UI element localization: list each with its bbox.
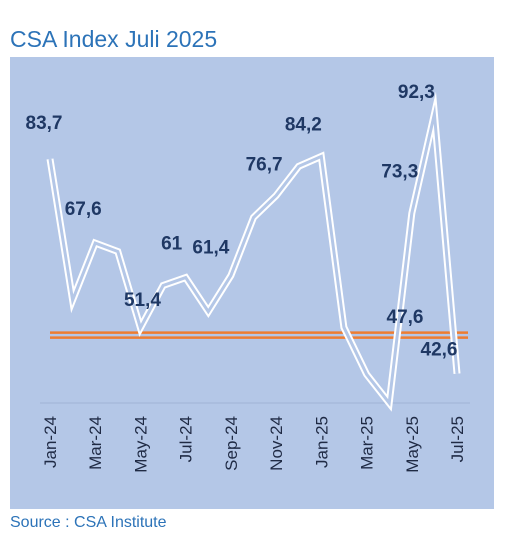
source-note: Source : CSA Institute [10, 514, 167, 531]
x-tick-label: Nov-24 [267, 416, 286, 471]
data-label: 67,6 [65, 199, 102, 220]
x-tick-label: Jul-24 [177, 416, 196, 462]
data-label: 92,3 [398, 82, 435, 103]
data-label: 73,3 [381, 161, 418, 182]
reference-line-label: 47,6 [387, 307, 424, 328]
data-label: 84,2 [285, 114, 322, 135]
plot-background [10, 57, 494, 509]
data-label: 42,6 [421, 340, 458, 361]
x-tick-label: Sep-24 [222, 416, 241, 471]
x-tick-label: Mar-24 [86, 416, 105, 470]
series-line [46, 91, 461, 412]
data-label: 83,7 [26, 113, 63, 134]
data-label: 61,4 [192, 238, 229, 259]
data-label: 61 [161, 234, 183, 255]
x-tick-label: May-25 [403, 416, 422, 473]
series-line-inner [48, 104, 459, 407]
data-label: 51,4 [124, 290, 161, 311]
x-tick-label: May-24 [131, 416, 150, 473]
data-label: 76,7 [246, 155, 283, 176]
chart-title: CSA Index Juli 2025 [10, 26, 218, 52]
x-tick-label: Jan-24 [41, 416, 60, 468]
x-tick-label: Mar-25 [358, 416, 377, 470]
data-labels: 83,7 67,6 51,4 61 61,4 76,784,2 73,3 92,3 42,6 47… [26, 82, 458, 361]
x-tick-label: Jul-25 [448, 416, 467, 462]
x-axis-ticks: Jan-24 Mar-24 May-24 Jul-24 Sep-24 Nov-24 Jan-… [41, 416, 467, 473]
x-tick-label: Jan-25 [312, 416, 331, 468]
